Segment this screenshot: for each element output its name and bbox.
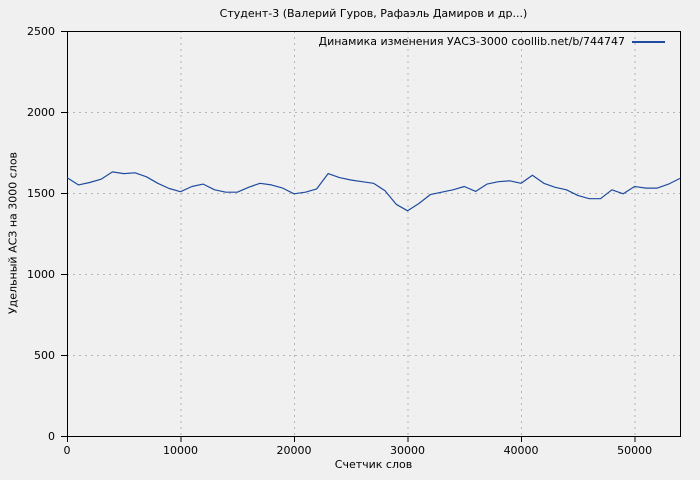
x-axis-label: Счетчик слов: [334, 458, 413, 471]
x-tick-label: 0: [63, 444, 71, 457]
x-tick-label: 30000: [390, 444, 426, 457]
plot-border: [67, 31, 681, 437]
chart-title: Студент-3 (Валерий Гуров, Рафаэль Дамиро…: [219, 7, 528, 20]
x-tick-label: 50000: [617, 444, 653, 457]
x-tick-label: 10000: [163, 444, 199, 457]
legend-label: Динамика изменения УАСЗ-3000 coollib.net…: [318, 35, 626, 48]
y-tick-label: 2500: [27, 25, 55, 38]
y-tick-label: 2000: [27, 106, 55, 119]
data-series-line: [66, 171, 681, 212]
y-tick-label: 1500: [27, 187, 55, 200]
legend: Динамика изменения УАСЗ-3000 coollib.net…: [318, 35, 665, 48]
x-tick-label: 20000: [276, 444, 312, 457]
y-axis-label: Удельный АСЗ на 3000 слов: [6, 151, 20, 315]
legend-line-sample-icon: [632, 40, 665, 43]
x-tick-label: 40000: [503, 444, 539, 457]
y-tick-label: 0: [48, 430, 55, 443]
y-tick-label: 500: [34, 349, 55, 362]
y-tick-label: 1000: [27, 268, 55, 281]
